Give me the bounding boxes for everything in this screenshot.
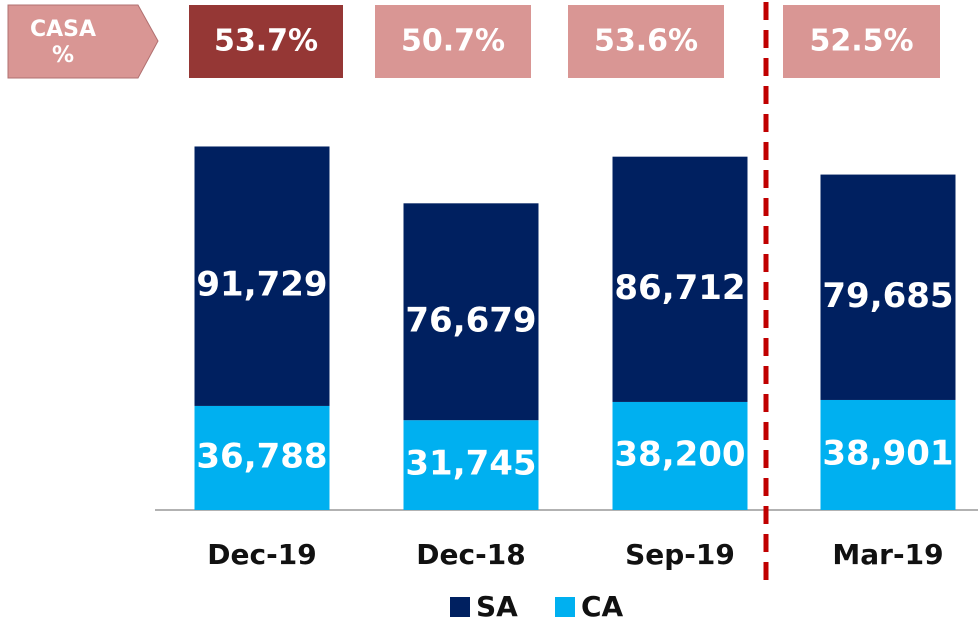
casa-box — [375, 5, 531, 78]
x-tick-label: Dec-19 — [207, 538, 316, 571]
casa-box — [189, 5, 343, 78]
casa-value: 52.5% — [809, 24, 913, 59]
data-label: 38,901 — [822, 433, 953, 473]
legend-label: CA — [581, 590, 624, 623]
bar-segment — [403, 420, 539, 510]
bar-segment — [194, 405, 330, 510]
data-label: 31,745 — [405, 444, 536, 484]
bar-segment — [612, 156, 748, 402]
casa-box — [568, 5, 724, 78]
data-label: 86,712 — [614, 268, 745, 308]
bar-segment — [194, 146, 330, 406]
legend-swatch — [555, 597, 575, 617]
data-label: 36,788 — [196, 436, 327, 476]
casa-value: 53.6% — [594, 24, 698, 59]
casa-value: 53.7% — [214, 24, 318, 59]
bar-segment — [820, 174, 956, 400]
legend-swatch — [450, 597, 470, 617]
casa-value: 50.7% — [401, 24, 505, 59]
bar-segment — [612, 401, 748, 510]
legend-label: SA — [476, 590, 518, 623]
casa-box — [783, 5, 940, 78]
bar-segment — [403, 203, 539, 421]
data-label: 38,200 — [614, 434, 745, 474]
x-tick-label: Sep-19 — [625, 538, 735, 571]
data-label: 91,729 — [196, 265, 327, 305]
data-label: 76,679 — [405, 300, 536, 340]
x-tick-label: Mar-19 — [832, 538, 943, 571]
x-tick-label: Dec-18 — [416, 538, 525, 571]
casa-label: CASA% — [30, 17, 96, 68]
casa-arrow — [7, 4, 159, 79]
bar-segment — [820, 399, 956, 510]
data-label: 79,685 — [822, 276, 953, 316]
